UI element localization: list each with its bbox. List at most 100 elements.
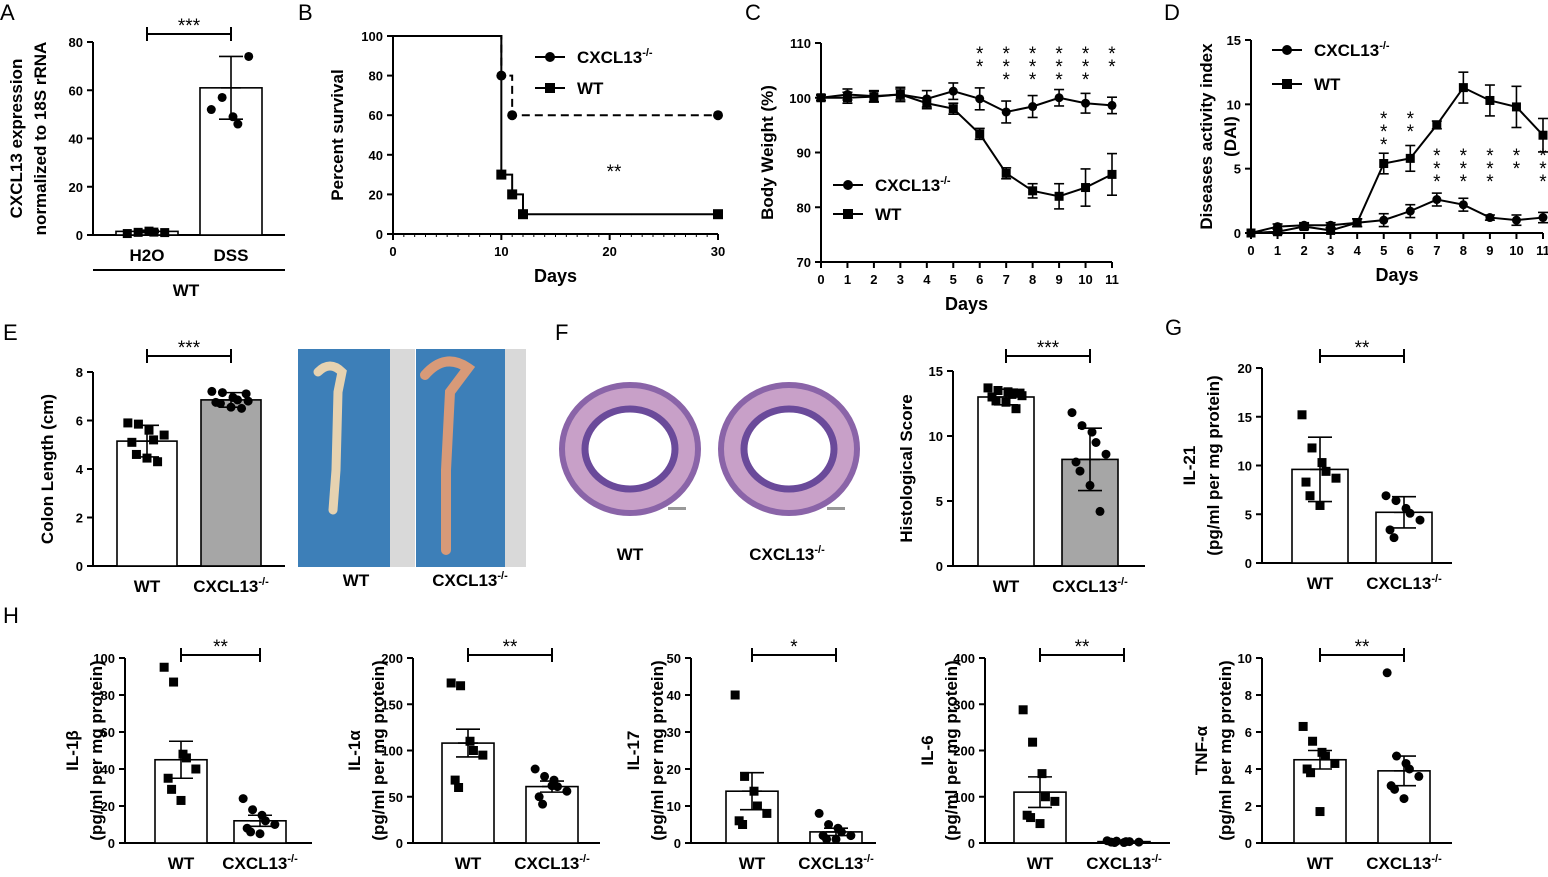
D-significance-upper: * [1380,135,1388,156]
A-y-label: normalized to 18S rRNA [31,42,50,236]
H5-data-point [1306,768,1316,778]
D-x-label: Days [1375,265,1418,285]
H3-y-tick-label: 30 [667,725,681,740]
D-y-label: (DAI) [1221,116,1240,157]
D-significance-lower: * [1486,172,1494,193]
A-data-point [133,227,143,237]
H2-data-point [468,746,478,755]
D-significance-lower: * [1513,146,1521,167]
B-legend-label-sup: -/- [642,47,653,59]
E-data-point [123,418,133,428]
B-y-tick-label: 60 [369,108,383,123]
H1-data-point [260,816,270,826]
H2-data-point [530,764,540,774]
D-significance-lower: * [1486,159,1494,180]
H4-data-point [1119,838,1129,848]
F-data-point [1101,449,1111,459]
B-annotation: ** [607,162,622,183]
E-x-category-label: WT [134,577,161,596]
G-x-category-label: CXCL13-/- [1366,573,1442,593]
E-photo-label-ko-base: CXCL13 [432,571,497,590]
H2-data-point [538,799,548,809]
H1-x-category-label: WT [168,854,195,873]
C-legend-label-sup: -/- [940,175,951,187]
F-scale-bar [827,507,845,510]
panel-letter-F: F [555,320,568,345]
H3-y-label: (pg/ml per mg protein) [648,660,667,840]
B-legend-label-base: CXCL13 [577,48,642,67]
A-x-category-label: H2O [130,246,165,265]
D-data-point [1273,227,1283,237]
H2-data-point [456,681,466,691]
H3-data-point [846,831,856,841]
F-histology-lumen [581,405,679,493]
E-data-point [215,399,225,409]
C-x-tick-label: 8 [1029,272,1036,287]
G-data-point [1385,525,1395,535]
F-data-point [1015,388,1025,398]
E-colon-wt [313,361,347,515]
H2-y-tick-label: 0 [396,836,403,851]
H2-x-category-label: CXCL13-/- [514,853,590,873]
B-survival-curve [393,35,718,216]
B-x-tick-label: 30 [711,244,725,259]
H2-x-category-label-sup: -/- [579,853,590,865]
panel-letter-B: B [298,0,313,25]
E-data-point [142,453,152,463]
H5-bar [1293,758,1347,844]
F-data-point [1075,466,1085,476]
C-x-tick-label: 7 [1003,272,1010,287]
H1-data-point [270,820,280,829]
H4-data-point [1050,796,1060,806]
D-significance-lower: * [1460,159,1468,180]
C-x-tick-label: 9 [1055,272,1062,287]
C-x-tick-label: 3 [897,272,904,287]
H2-y-tick-label: 50 [389,790,403,805]
C-x-tick-label: 4 [923,272,931,287]
B-data-point [713,110,723,121]
A-data-point [217,92,227,102]
C-data-point [1001,168,1011,178]
B-legend-label: WT [577,79,604,98]
H2-x-category-label: WT [455,854,482,873]
B-y-label: Percent survival [328,69,347,200]
D-x-tick-label: 9 [1486,243,1493,258]
E-y-tick-label: 4 [76,462,84,477]
A-group-label: WT [173,281,200,300]
G-x-category-label-sup: -/- [1431,573,1442,585]
E-y-tick-label: 2 [76,511,83,526]
H4-y-tick-label: 0 [968,836,975,851]
D-significance-lower: * [1513,159,1521,180]
C-data-point [975,129,985,139]
F-y-tick-label: 5 [936,494,943,509]
G-data-point [1331,473,1341,483]
G-data-point [1297,410,1307,420]
G-y-tick-label: 5 [1245,507,1252,522]
H5-data-point [1390,784,1400,794]
D-data-point [1379,159,1389,169]
D-legend-marker [1282,45,1292,55]
D-data-point [1299,222,1309,232]
G-y-tick-label: 20 [1238,361,1252,376]
A-y-tick-label: 60 [69,83,83,98]
H1-significance: ** [213,637,228,658]
A-data-point [149,227,159,237]
F-scale-bar [668,507,686,510]
F-histology-label-ko: CXCL13-/- [749,544,825,564]
E-data-point [226,402,236,412]
D-y-tick-label: 5 [1234,162,1241,177]
C-x-tick-label: 0 [817,272,824,287]
G-data-point [1415,515,1425,525]
F-y-tick-label: 0 [936,559,943,574]
C-data-point [1107,169,1117,179]
H2-y-tick-label: 100 [381,744,403,759]
F-histology-label-ko-sup: -/- [814,544,825,556]
F-data-point [993,386,1003,395]
E-bar [200,399,262,567]
F-data-point [983,383,993,393]
G-y-label: (pg/ml per mg protein) [1204,375,1223,555]
C-data-point [895,89,905,99]
H3-data-point [730,690,740,700]
C-data-point [1028,102,1038,112]
